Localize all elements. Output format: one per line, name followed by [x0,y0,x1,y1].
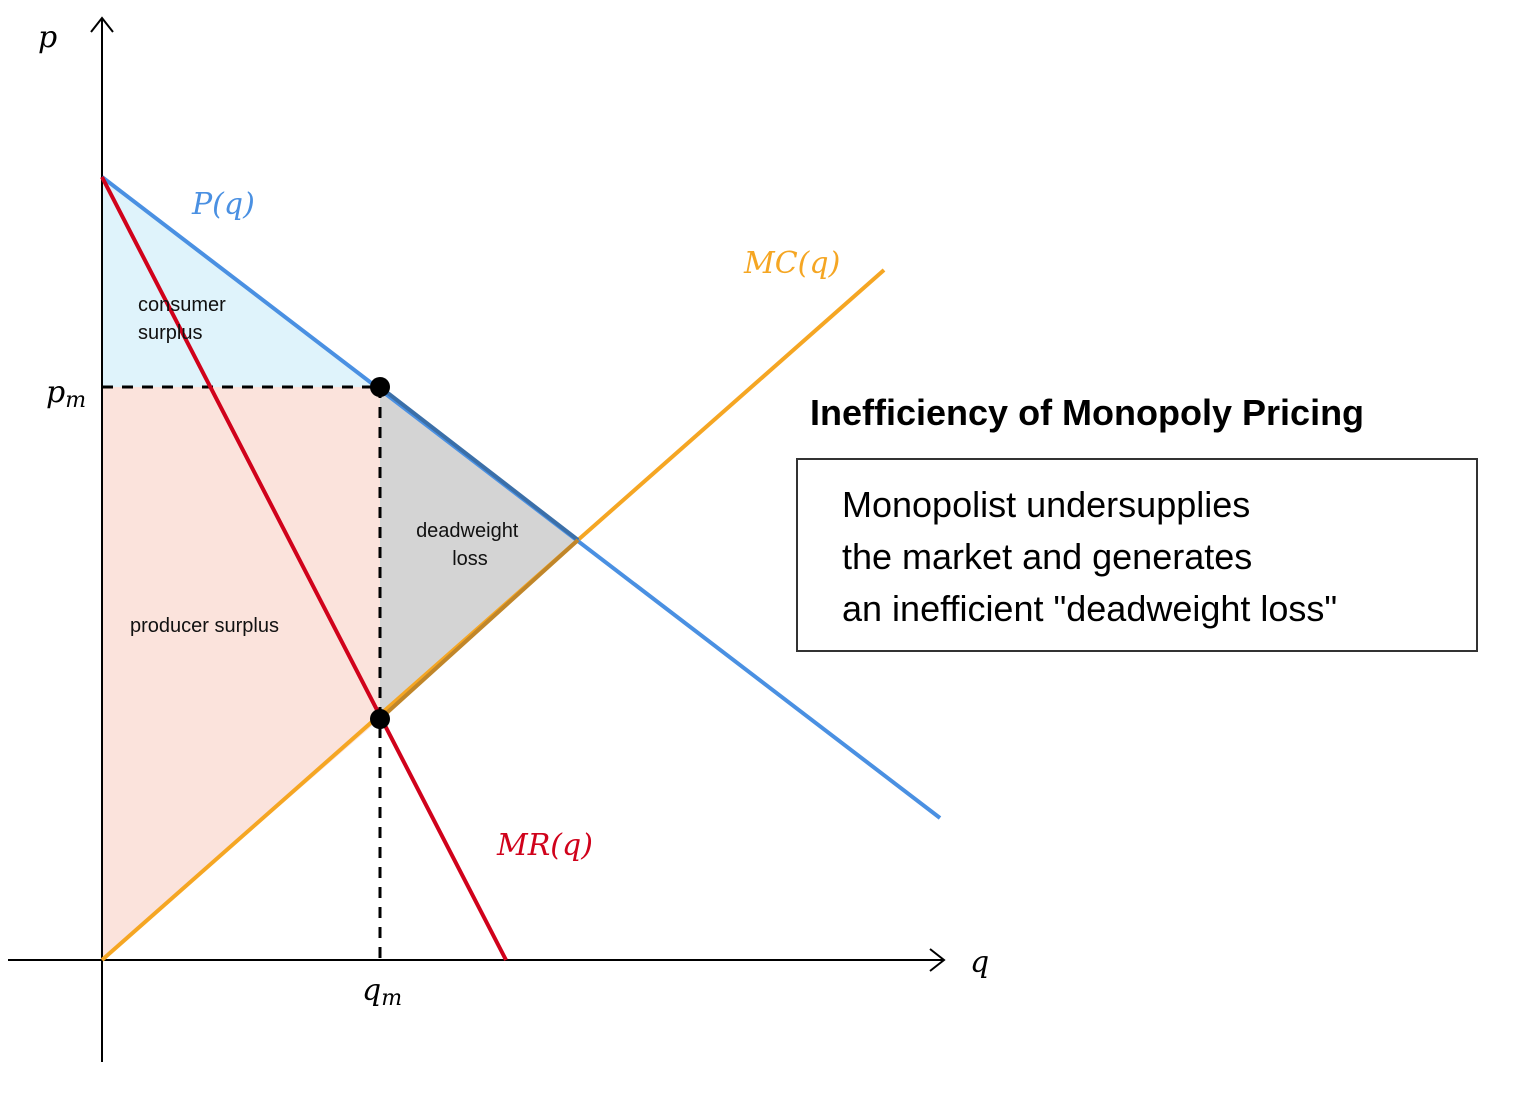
annotation-line: the market and generates [842,536,1253,577]
monopoly-price-point [370,377,390,397]
consumer-surplus-label: consumer surplus [138,294,231,344]
axes [8,16,946,1062]
diagram-title: Inefficiency of Monopoly Pricing [810,392,1365,433]
x-axis-arrowhead [929,948,946,972]
mr-mc-intersection-point [370,709,390,729]
deadweight-loss-edge [378,538,580,721]
marginal-cost-curve-label: MC(q) [743,246,840,281]
demand-curve-label: P(q) [191,187,255,222]
deadweight-loss-region [380,387,578,719]
marginal-revenue-curve-label: MR(q) [496,828,593,863]
deadweight-loss-label: deadweight loss [416,520,524,570]
x-axis-label: q [970,945,989,980]
quantity-tick-label: qm [362,973,402,1011]
marginal-revenue-line [100,176,508,961]
annotation-line: Monopolist undersupplies [842,484,1251,525]
y-axis-arrowhead [90,16,114,33]
producer-surplus-label: producer surplus [130,615,279,637]
annotation-box: Monopolist undersupplies the market and … [796,458,1478,652]
y-axis-label: p [38,20,57,55]
producer-surplus-region [102,387,380,960]
deadweight-loss-edge [378,385,580,542]
annotation-line: an inefficient "deadweight loss" [842,588,1338,629]
price-tick-label: pm [46,375,86,413]
